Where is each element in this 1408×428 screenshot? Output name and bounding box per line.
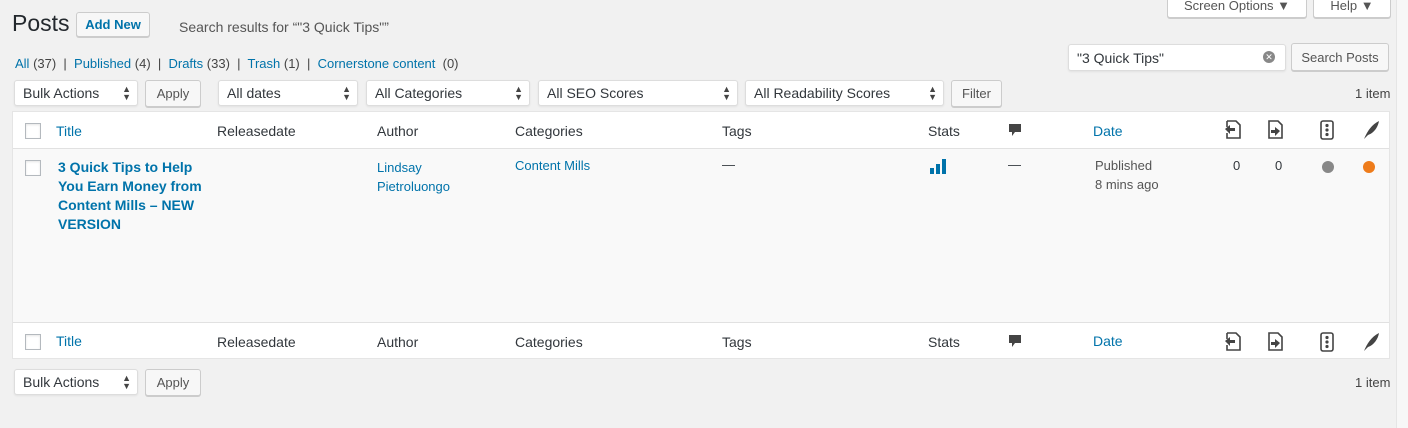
column-categories: Categories bbox=[515, 334, 583, 350]
bulk-actions-select-bottom[interactable]: Bulk Actions ▲ ▼ bbox=[14, 369, 138, 395]
column-date[interactable]: Date bbox=[1093, 333, 1123, 349]
select-all-checkbox-footer[interactable] bbox=[25, 334, 41, 350]
outbound-links-count: 0 bbox=[1275, 158, 1283, 173]
seo-score-dot bbox=[1322, 161, 1334, 173]
seo-value: All SEO Scores bbox=[547, 85, 644, 101]
select-arrows-icon: ▲ ▼ bbox=[342, 84, 351, 102]
inbound-links-count: 0 bbox=[1233, 158, 1241, 173]
seo-scores-select[interactable]: All SEO Scores ▲ ▼ bbox=[538, 80, 738, 106]
filter-cornerstone[interactable]: Cornerstone content bbox=[317, 56, 436, 71]
column-tags: Tags bbox=[722, 334, 752, 350]
readability-score-dot bbox=[1363, 161, 1375, 173]
category-link[interactable]: Content Mills bbox=[515, 158, 591, 173]
tags-value: — bbox=[722, 157, 735, 172]
comment-icon bbox=[1007, 333, 1027, 353]
help-button[interactable]: Help ▼ bbox=[1313, 0, 1391, 18]
count: (0) bbox=[442, 56, 459, 71]
readability-select[interactable]: All Readability Scores ▲ ▼ bbox=[745, 80, 944, 106]
categories-select[interactable]: All Categories ▲ ▼ bbox=[366, 80, 530, 106]
column-stats: Stats bbox=[928, 334, 960, 350]
table-footer: Title Releasedate Author Categories Tags… bbox=[13, 322, 1389, 359]
author-link[interactable]: Lindsay Pietroluongo bbox=[377, 160, 450, 194]
outbound-links-icon bbox=[1265, 332, 1285, 352]
table-row: 3 Quick Tips to Help You Earn Money from… bbox=[13, 149, 1389, 322]
comment-icon bbox=[1007, 122, 1027, 142]
bulk-actions-select[interactable]: Bulk Actions ▲ ▼ bbox=[14, 80, 138, 106]
readability-value: All Readability Scores bbox=[754, 85, 891, 101]
select-arrows-icon: ▲ ▼ bbox=[928, 84, 937, 102]
filter-drafts[interactable]: Drafts bbox=[168, 56, 204, 71]
page-title: Posts bbox=[12, 10, 70, 36]
stats-bar-icon[interactable] bbox=[929, 158, 949, 178]
post-title-link[interactable]: 3 Quick Tips to Help You Earn Money from… bbox=[58, 159, 202, 232]
column-tags: Tags bbox=[722, 123, 752, 139]
search-posts-button[interactable]: Search Posts bbox=[1291, 43, 1389, 71]
date-status: Published bbox=[1095, 158, 1153, 173]
bulk-actions-value: Bulk Actions bbox=[23, 85, 100, 101]
row-checkbox[interactable] bbox=[25, 160, 41, 176]
count: (1) bbox=[283, 56, 300, 71]
dates-select[interactable]: All dates ▲ ▼ bbox=[218, 80, 358, 106]
readability-feather-icon bbox=[1361, 332, 1381, 352]
posts-table: Title Releasedate Author Categories Tags… bbox=[12, 111, 1390, 359]
apply-button-bottom[interactable]: Apply bbox=[145, 369, 201, 396]
outbound-links-icon bbox=[1265, 120, 1285, 140]
comments-value: — bbox=[1008, 157, 1021, 172]
filter-all[interactable]: All bbox=[15, 56, 30, 71]
column-date[interactable]: Date bbox=[1093, 123, 1123, 139]
filter-trash[interactable]: Trash bbox=[247, 56, 281, 71]
item-count-bottom: 1 item bbox=[1355, 375, 1391, 390]
select-arrows-icon: ▲ ▼ bbox=[722, 84, 731, 102]
readability-feather-icon bbox=[1361, 120, 1381, 140]
column-author: Author bbox=[377, 123, 419, 139]
column-releasedate: Releasedate bbox=[217, 123, 296, 139]
status-filters: All (37) | Published (4) | Drafts (33) |… bbox=[15, 56, 459, 71]
bulk-actions-value: Bulk Actions bbox=[23, 374, 100, 390]
column-title[interactable]: Title bbox=[56, 333, 82, 349]
page-scrollbar[interactable] bbox=[1396, 0, 1408, 428]
dates-value: All dates bbox=[227, 85, 281, 101]
add-new-button[interactable]: Add New bbox=[76, 12, 150, 37]
column-categories: Categories bbox=[515, 123, 583, 139]
seo-score-icon bbox=[1319, 332, 1339, 352]
seo-score-icon bbox=[1319, 120, 1339, 140]
filter-button[interactable]: Filter bbox=[951, 80, 1002, 107]
search-results-text: Search results for “"3 Quick Tips"” bbox=[179, 19, 389, 35]
column-author: Author bbox=[377, 334, 419, 350]
table-header: Title Releasedate Author Categories Tags… bbox=[13, 112, 1389, 149]
inbound-links-icon bbox=[1223, 120, 1243, 140]
search-value: "3 Quick Tips" bbox=[1077, 49, 1164, 66]
select-arrows-icon: ▲ ▼ bbox=[122, 84, 131, 102]
column-title[interactable]: Title bbox=[56, 123, 82, 139]
count: (33) bbox=[206, 56, 230, 71]
search-input[interactable]: "3 Quick Tips" ✕ bbox=[1068, 44, 1286, 71]
apply-button[interactable]: Apply bbox=[145, 80, 201, 107]
filter-published[interactable]: Published bbox=[74, 56, 132, 71]
date-ago: 8 mins ago bbox=[1095, 177, 1159, 192]
categories-value: All Categories bbox=[375, 85, 463, 101]
select-all-checkbox[interactable] bbox=[25, 123, 41, 139]
clear-icon[interactable]: ✕ bbox=[1263, 51, 1275, 63]
inbound-links-icon bbox=[1223, 332, 1243, 352]
column-releasedate: Releasedate bbox=[217, 334, 296, 350]
screen-options-button[interactable]: Screen Options ▼ bbox=[1167, 0, 1307, 18]
count: (4) bbox=[134, 56, 151, 71]
column-stats: Stats bbox=[928, 123, 960, 139]
count: (37) bbox=[33, 56, 57, 71]
select-arrows-icon: ▲ ▼ bbox=[514, 84, 523, 102]
item-count: 1 item bbox=[1355, 86, 1391, 101]
select-arrows-icon: ▲ ▼ bbox=[122, 373, 131, 391]
